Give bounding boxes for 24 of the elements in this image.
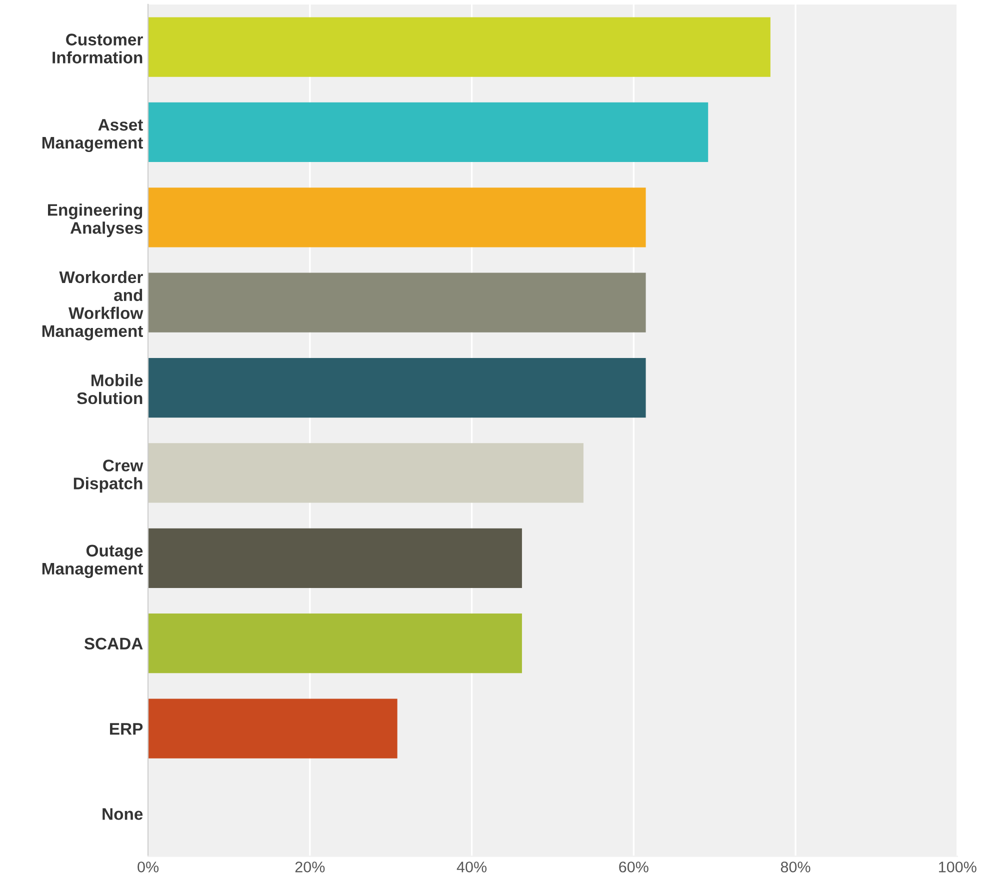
y-tick-label: Customer Information bbox=[52, 34, 143, 64]
y-tick-label: Engineering Analyses bbox=[48, 204, 143, 238]
x-tick-label: 0% bbox=[138, 862, 159, 872]
x-tick-label: 20% bbox=[295, 862, 325, 872]
y-tick-label: None bbox=[102, 808, 143, 820]
x-tick-label: 40% bbox=[456, 862, 487, 872]
bar bbox=[148, 272, 646, 332]
bar bbox=[148, 614, 522, 674]
y-tick-label: Mobile Solution bbox=[77, 374, 143, 404]
x-tick-label: 60% bbox=[619, 862, 648, 872]
x-tick-label: 80% bbox=[780, 862, 810, 872]
y-tick-label: Outage Management bbox=[42, 544, 143, 578]
bar bbox=[148, 358, 646, 418]
y-tick-label: ERP bbox=[110, 723, 143, 735]
bar bbox=[148, 528, 522, 588]
y-tick-label: SCADA bbox=[84, 638, 143, 650]
y-tick-label: Crew Dispatch bbox=[74, 460, 144, 493]
bar bbox=[148, 102, 708, 162]
bar bbox=[148, 698, 398, 758]
x-tick-label: 100% bbox=[939, 862, 976, 872]
bar bbox=[148, 17, 770, 77]
bar bbox=[148, 188, 646, 248]
y-tick-label: Workorder and Workflow Management bbox=[42, 270, 144, 340]
y-tick-label: Asset Management bbox=[42, 119, 143, 152]
